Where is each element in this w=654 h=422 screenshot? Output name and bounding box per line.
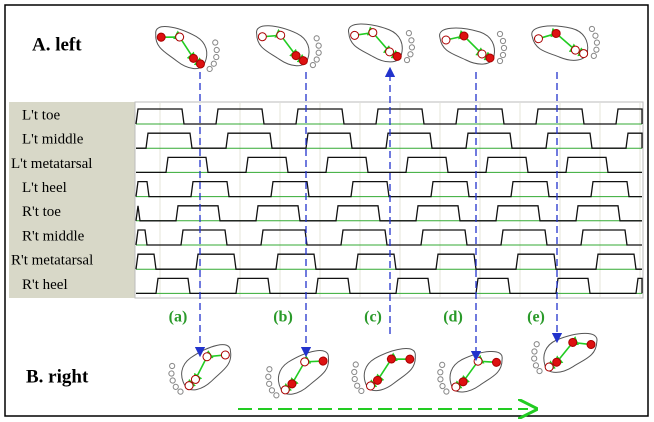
- sensor: [460, 32, 468, 40]
- phase-label: (a): [169, 309, 188, 326]
- toe: [501, 45, 506, 50]
- toe: [207, 66, 213, 72]
- sensor: [545, 363, 554, 372]
- sensor: [534, 34, 543, 43]
- toe: [314, 35, 320, 41]
- toe: [409, 45, 415, 51]
- toe: [594, 40, 600, 46]
- phase-label: (b): [273, 309, 293, 326]
- toe: [591, 53, 597, 59]
- section-title: A. left: [32, 34, 82, 55]
- toe: [531, 356, 537, 362]
- toe: [406, 30, 412, 36]
- sensor: [385, 48, 394, 57]
- toe: [310, 62, 316, 68]
- toe: [537, 368, 543, 374]
- section-title: B. right: [26, 366, 89, 387]
- sensor: [587, 340, 596, 349]
- toe: [354, 383, 360, 389]
- sensor: [350, 31, 359, 40]
- channel-label: L't toe: [22, 107, 60, 123]
- phase-label: (d): [443, 309, 463, 326]
- toe: [594, 47, 600, 53]
- channel-label: L't metatarsal: [11, 156, 92, 172]
- toe: [440, 383, 446, 389]
- sensor: [552, 29, 561, 38]
- toe: [213, 54, 219, 60]
- sensor: [276, 31, 285, 40]
- channel-label: R't heel: [22, 277, 68, 293]
- toe: [497, 31, 502, 36]
- toe: [439, 362, 445, 368]
- toe: [211, 61, 217, 67]
- toe: [533, 363, 539, 369]
- sensor: [442, 36, 450, 44]
- toe: [532, 349, 538, 355]
- sensor: [568, 338, 577, 347]
- diagram: A. left B. right L't toe L't middle L't me…: [0, 0, 654, 422]
- channel-label: L't middle: [22, 132, 84, 148]
- sensor: [393, 52, 402, 61]
- toe: [443, 389, 449, 395]
- sensor: [552, 358, 561, 367]
- toe: [409, 38, 415, 44]
- toe: [437, 369, 443, 375]
- toe: [534, 341, 540, 347]
- toe: [214, 47, 220, 53]
- sensor: [571, 46, 580, 55]
- toe: [404, 57, 410, 63]
- toe: [589, 26, 595, 32]
- toe: [212, 39, 218, 45]
- sensor: [258, 32, 267, 41]
- phase-label: (c): [364, 309, 382, 326]
- channel-label: L't heel: [22, 180, 67, 196]
- toe: [351, 369, 357, 375]
- phase-label: (e): [527, 309, 545, 326]
- toe: [314, 57, 320, 63]
- sensor: [292, 51, 301, 60]
- toe: [500, 52, 505, 57]
- toe: [316, 50, 322, 56]
- channel-label: R't metatarsal: [11, 253, 93, 269]
- sensor: [369, 28, 378, 37]
- sensor: [478, 50, 486, 58]
- toe: [593, 33, 599, 39]
- toe: [358, 388, 364, 394]
- toe: [316, 43, 322, 49]
- toe: [353, 361, 359, 367]
- toe: [352, 376, 358, 382]
- sensor: [486, 54, 494, 62]
- sensor: [579, 49, 588, 58]
- toe: [437, 376, 443, 382]
- sensor: [299, 56, 308, 65]
- toe: [497, 58, 502, 63]
- toe: [500, 38, 505, 43]
- channel-label: R't middle: [22, 228, 85, 244]
- channel-label: R't toe: [22, 204, 61, 220]
- toe: [408, 52, 414, 58]
